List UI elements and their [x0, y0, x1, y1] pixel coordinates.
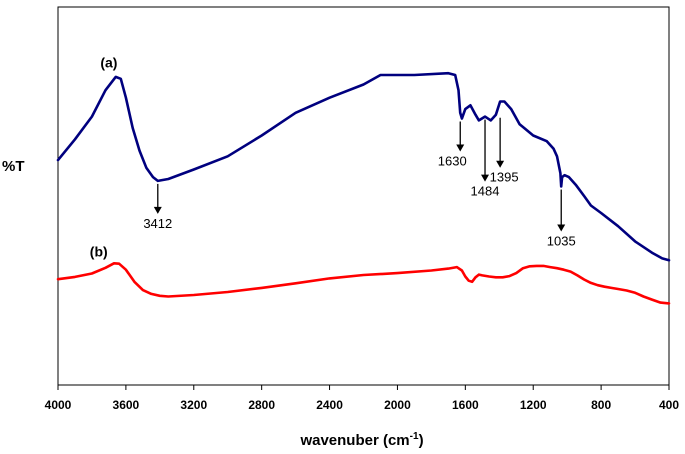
peak-arrow-head [153, 206, 162, 214]
x-tick-label: 400 [659, 398, 679, 412]
x-tick-label: 3200 [180, 398, 207, 412]
series-line-b [56, 261, 671, 305]
x-axis-title-main: wavenuber (cm [299, 432, 409, 449]
peak-label: 1630 [438, 154, 467, 169]
peak-arrow-head [481, 174, 490, 182]
y-axis-title: %T [2, 158, 25, 175]
x-tick-label: 2400 [316, 398, 343, 412]
x-axis-title-sup: -1 [410, 431, 419, 442]
peak-arrow-head [557, 224, 566, 232]
peak-arrow-head [496, 160, 505, 168]
plot-frame [57, 6, 670, 386]
series-line-a [56, 71, 671, 262]
x-tick-label: 1200 [520, 398, 547, 412]
peak-label: 1484 [471, 184, 500, 199]
curve-labels: (a) (b) [90, 54, 118, 259]
x-axis-title-close: ) [419, 432, 424, 449]
x-tick-label: 3600 [113, 398, 140, 412]
peak-label: 3412 [143, 216, 172, 231]
peak-arrow-head [456, 144, 465, 152]
x-tick-label: 1600 [452, 398, 479, 412]
x-tick-label: 4000 [45, 398, 72, 412]
peak-label: 1035 [547, 234, 576, 249]
curve-label: (a) [100, 54, 117, 70]
x-tick-label: 800 [591, 398, 611, 412]
peak-label: 1395 [490, 170, 519, 185]
series-group [56, 71, 671, 305]
curve-label: (b) [90, 243, 108, 259]
x-tick-label: 2000 [384, 398, 411, 412]
x-axis-title: wavenuber (cm-1) [299, 431, 423, 449]
x-axis-ticks: 4000 3600 3200 2800 2400 2000 1600 1200 800 400 [45, 385, 679, 412]
x-tick-label: 2800 [248, 398, 275, 412]
